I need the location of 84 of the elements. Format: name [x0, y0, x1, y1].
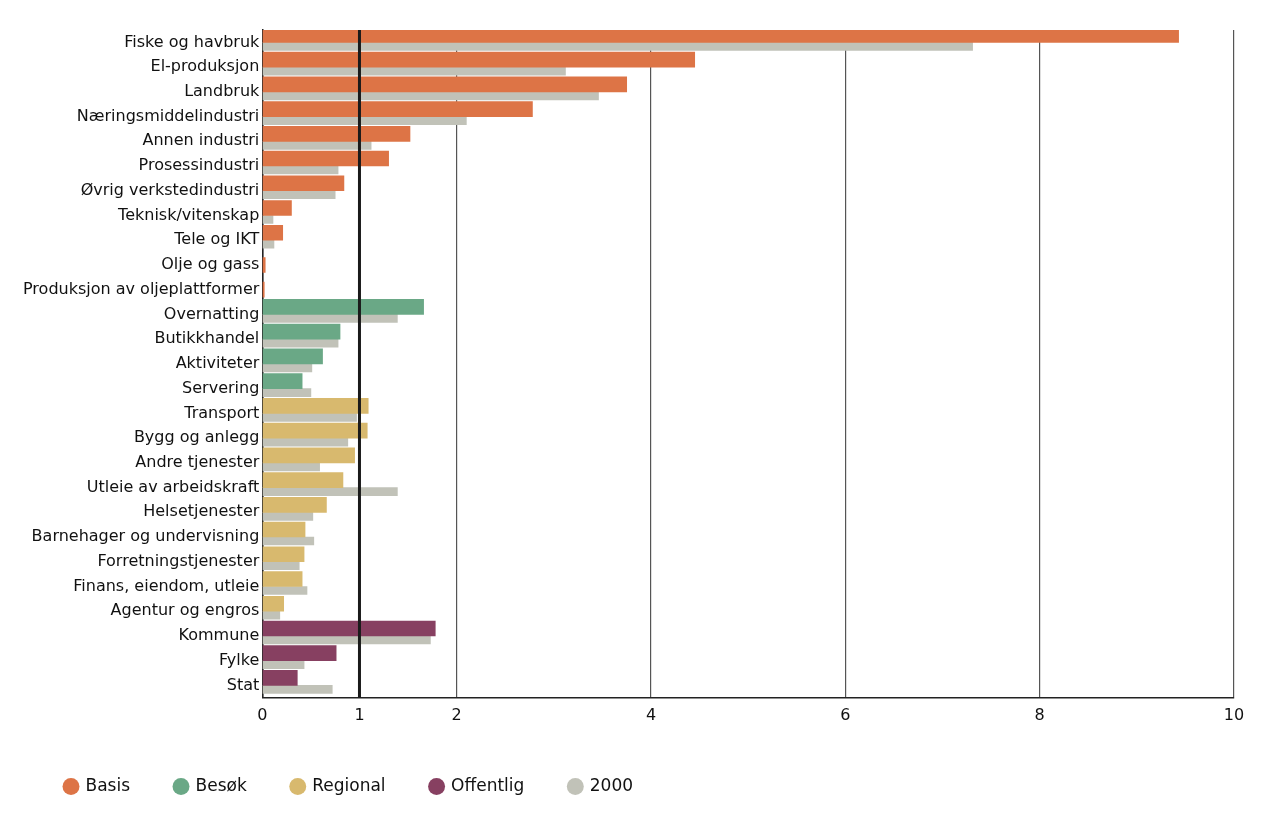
y-tick-label: Servering [182, 377, 260, 397]
x-tick-label: 8 [1034, 704, 1045, 724]
y-tick-label: Butikkhandel [154, 328, 260, 348]
y-tick-label: Tele og IKT [173, 229, 260, 249]
y-tick-label: Fylke [219, 649, 260, 669]
bar [262, 200, 292, 216]
bar [262, 150, 389, 167]
bar [262, 586, 308, 595]
bar [262, 165, 339, 175]
y-tick-label: Prosessindustri [138, 155, 260, 175]
y-tick-label: Andre tjenester [135, 451, 260, 471]
y-tick-label: Aktiviteter [175, 353, 260, 373]
bar [262, 595, 285, 612]
bar [262, 388, 312, 397]
bar [262, 546, 305, 563]
bar [262, 42, 973, 51]
y-tick-label: Produksjon av oljeplattformer [22, 278, 260, 298]
x-tick-label: 0 [257, 704, 268, 724]
y-tick-label: Annen industri [142, 130, 260, 150]
y-tick-label: Landbruk [184, 80, 261, 100]
y-tick-label: Kommune [178, 625, 260, 645]
bar [262, 645, 337, 662]
bar [262, 472, 344, 488]
legend-label: Regional [312, 774, 386, 795]
bar [262, 76, 628, 93]
bar [262, 635, 431, 645]
bar [262, 323, 341, 340]
y-tick-label: Finans, eiendom, utleie [73, 575, 260, 595]
y-tick-label: Olje og gass [161, 254, 260, 274]
legend-label: 2000 [589, 774, 634, 795]
bar [262, 413, 357, 422]
legend-label: Offentlig [451, 774, 525, 795]
y-tick-label: Helsetjenester [143, 501, 260, 521]
x-tick-label: 6 [840, 704, 851, 724]
legend-label: Basis [85, 774, 131, 795]
bar [262, 299, 424, 315]
y-tick-label: Transport [183, 402, 260, 422]
bar [262, 437, 349, 447]
bar [262, 116, 467, 125]
bar [262, 125, 411, 142]
bar [262, 536, 315, 546]
bar [262, 685, 333, 694]
bar [262, 462, 320, 472]
bar [262, 51, 696, 68]
y-tick-label: Fiske og havbruk [124, 31, 261, 51]
y-tick-label: Agentur og engros [110, 600, 260, 620]
bar [262, 487, 398, 496]
bar [262, 398, 369, 414]
x-tick-label: 1 [354, 704, 365, 724]
bar [262, 190, 336, 200]
bar [262, 224, 284, 241]
bar [262, 620, 436, 637]
bar [262, 91, 599, 101]
y-tick-label: Utleie av arbeidskraft [86, 476, 260, 496]
bar [262, 101, 533, 117]
bar [262, 670, 298, 686]
y-tick-label: El-produksjon [150, 56, 260, 76]
bar [262, 571, 303, 587]
bar [262, 511, 314, 521]
y-tick-label: Stat [226, 674, 260, 694]
y-tick-label: Næringsmiddelindustri [76, 105, 260, 125]
bar [262, 314, 398, 323]
x-tick-label: 4 [645, 704, 657, 724]
y-tick-label: Barnehager og undervisning [31, 526, 260, 546]
bar [262, 363, 313, 373]
bar [262, 521, 306, 538]
x-tick-label: 10 [1223, 704, 1245, 724]
y-tick-label: Forretningstjenester [97, 550, 260, 570]
y-tick-label: Øvrig verkstedindustri [80, 179, 260, 199]
bar [262, 338, 339, 348]
y-tick-label: Teknisk/vitenskap [117, 204, 260, 224]
bar [262, 496, 327, 513]
bar [262, 561, 300, 571]
bar [262, 660, 305, 670]
bar [262, 447, 355, 464]
bar [262, 66, 566, 76]
legend-label: Besøk [195, 774, 247, 795]
y-tick-label: Overnatting [163, 303, 260, 323]
y-tick-label: Bygg og anlegg [133, 427, 260, 447]
bar [262, 422, 368, 439]
bar [262, 348, 323, 365]
bar [262, 373, 303, 389]
bar [262, 175, 345, 192]
x-tick-label: 2 [451, 704, 462, 724]
